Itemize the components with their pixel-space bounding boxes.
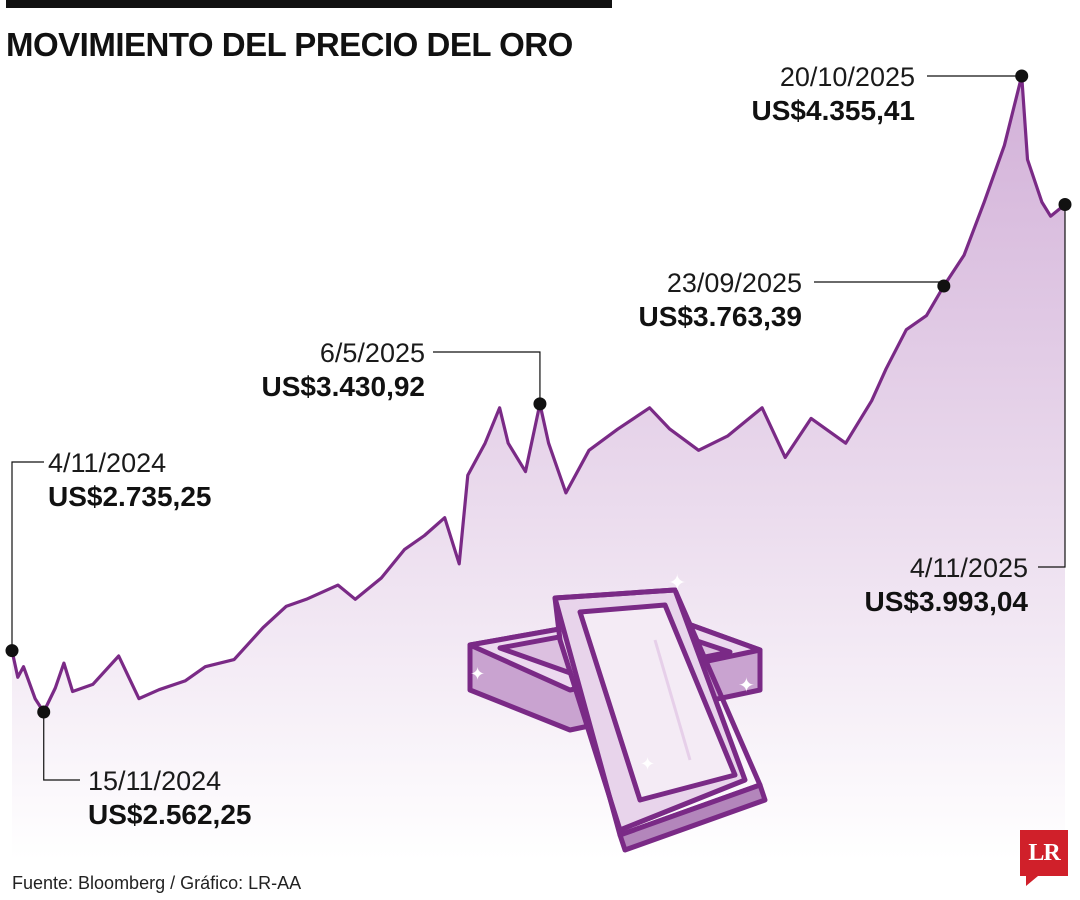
annotation-leader-line [43, 712, 80, 781]
annotation-value-label: US$2.735,25 [48, 481, 211, 512]
title-rule [6, 0, 612, 8]
sparkle-icon: ✦ [668, 570, 686, 595]
annotation-date-label: 20/10/2025 [780, 62, 915, 92]
annotation-value-label: US$3.430,92 [262, 371, 425, 402]
annotation-date-label: 6/5/2025 [320, 338, 425, 368]
price-line [10, 74, 1067, 714]
annotation-point [1058, 198, 1072, 212]
price-area-fill [12, 76, 1065, 860]
annotation-point [937, 279, 951, 293]
lr-logo: LR [1020, 830, 1068, 886]
annotation-date-label: 15/11/2024 [88, 766, 221, 796]
annotation-point [1015, 69, 1029, 83]
annotation-value-label: US$2.562,25 [88, 799, 251, 830]
annotation-leader-line [814, 281, 945, 286]
annotation-leader-line [1038, 204, 1066, 568]
annotation-leader-line [11, 461, 44, 651]
annotation-point [5, 644, 19, 658]
annotation-value-label: US$3.763,39 [639, 301, 802, 332]
annotation-date-label: 23/09/2025 [667, 268, 802, 298]
annotation-point [533, 397, 547, 411]
annotation-leader-line [433, 351, 541, 404]
annotation-value-label: US$4.355,41 [752, 95, 915, 126]
annotation-date-label: 4/11/2024 [48, 448, 166, 478]
annotation-point [37, 705, 51, 719]
annotation-value-label: US$3.993,04 [865, 586, 1029, 617]
annotation-date-label: 4/11/2025 [910, 553, 1028, 583]
source-credit: Fuente: Bloomberg / Gráfico: LR-AA [12, 873, 302, 893]
sparkle-icon: ✦ [470, 664, 485, 684]
sparkle-icon: ✦ [640, 754, 655, 774]
gold-bars-illustration: ✦ ✦ ✦ ✦ [467, 570, 768, 853]
sparkle-icon: ✦ [738, 675, 755, 697]
chart-title: MOVIMIENTO DEL PRECIO DEL ORO [6, 26, 573, 63]
